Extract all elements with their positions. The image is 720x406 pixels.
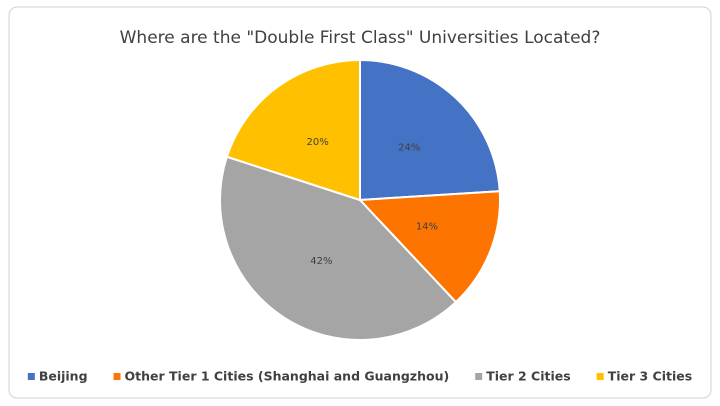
legend-label: Tier 2 Cities	[486, 369, 571, 384]
pie-slice	[219, 155, 458, 341]
data-label: 42%	[310, 256, 332, 267]
legend-label: Tier 3 Cities	[608, 369, 693, 384]
legend-marker	[27, 373, 35, 380]
pie-slice	[357, 190, 501, 304]
pie-slice	[225, 58, 361, 202]
legend-marker	[475, 373, 483, 380]
data-label: 14%	[416, 222, 438, 233]
legend-marker	[113, 373, 121, 380]
legend-label: Other Tier 1 Cities (Shanghai and Guangz…	[125, 369, 450, 384]
pie-slice	[359, 58, 501, 202]
chart-title: Where are the "Double First Class" Unive…	[120, 28, 601, 48]
data-label: 24%	[398, 143, 420, 154]
data-label: 20%	[307, 137, 329, 148]
legend-marker	[596, 373, 604, 380]
legend-label: Beijing	[39, 369, 88, 384]
